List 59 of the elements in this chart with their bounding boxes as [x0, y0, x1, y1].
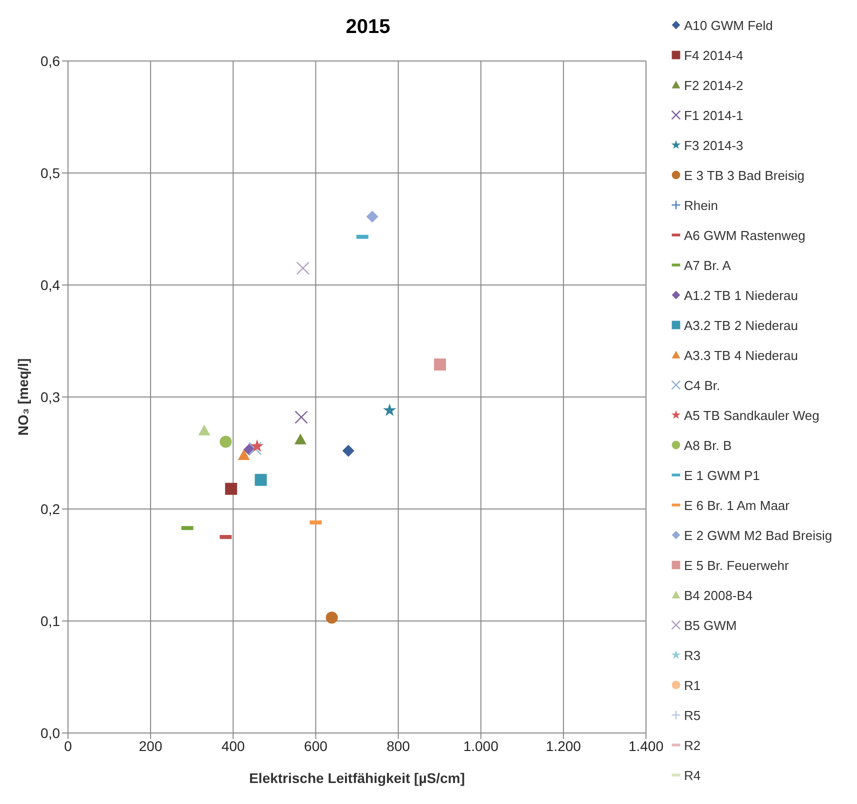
- point: [326, 612, 338, 624]
- legend-label: R1: [684, 678, 701, 692]
- legend-label: C4 Br.: [684, 378, 720, 392]
- x-tick-label: 1.000: [463, 738, 499, 754]
- point: [254, 474, 267, 486]
- point: [250, 439, 264, 452]
- legend-label: R3: [684, 648, 701, 662]
- point: [434, 358, 446, 371]
- legend-label: A8 Br. B: [684, 438, 732, 452]
- legend-label: R5: [684, 708, 701, 722]
- legend-label: A1.2 TB 1 Niederau: [684, 288, 798, 302]
- y-tick-label: 0,3: [40, 388, 60, 405]
- legend-label: E 6 Br. 1 Am Maar: [684, 498, 790, 512]
- legend-label: R2: [684, 738, 701, 752]
- x-tick-label: 800: [386, 738, 410, 754]
- legend-label: A3.2 TB 2 Niederau: [684, 318, 798, 332]
- legend-label: B5 GWM: [684, 618, 737, 632]
- legend-label: E 5 Br. Feuerwehr: [684, 558, 789, 572]
- legend-label: E 3 TB 3 Bad Breisig: [684, 168, 804, 182]
- point: [342, 444, 354, 457]
- legend-label: A3.3 TB 4 Niederau: [684, 348, 798, 362]
- point: [225, 482, 238, 495]
- legend-label: F1 2014-1: [684, 108, 744, 122]
- x-tick-label: 0: [64, 738, 72, 754]
- x-tick-label: 1.400: [628, 738, 664, 754]
- x-tick-label: 600: [304, 738, 328, 754]
- legend-label: A5 TB Sandkauler Weg: [684, 408, 820, 422]
- x-tick-label: 1.200: [546, 738, 582, 754]
- point: [238, 449, 250, 460]
- y-tick-label: 0,5: [40, 164, 60, 181]
- point: [294, 434, 306, 444]
- y-tick-label: 0,0: [40, 724, 60, 741]
- legend-label: A10 GWM Feld: [684, 18, 773, 32]
- legend-label: F3 2014-3: [684, 138, 744, 152]
- x-tick-label: 400: [221, 738, 246, 754]
- y-tick-label: 0,4: [40, 276, 60, 293]
- point: [248, 442, 262, 456]
- point: [296, 262, 310, 275]
- legend-label: F4 2014-4: [684, 48, 744, 62]
- y-tick-label: 0,1: [40, 612, 60, 629]
- point: [294, 410, 308, 424]
- y-tick-label: 0,6: [40, 52, 60, 69]
- legend-label: E 1 GWM P1: [684, 468, 760, 482]
- point: [366, 210, 378, 223]
- legend-label: R4: [684, 768, 701, 782]
- legend-label: E 2 GWM M2 Bad Breisig: [684, 528, 832, 542]
- y-axis-title: NO₃ [meq/l]: [14, 358, 31, 436]
- chart-title: 2015: [344, 16, 392, 39]
- point: [198, 424, 210, 436]
- point: [383, 404, 396, 416]
- legend-label: A7 Br. A: [684, 258, 731, 272]
- x-tick-label: 200: [138, 738, 162, 754]
- legend-label: B4 2008-B4: [684, 588, 753, 602]
- legend-label: A6 GWM Rastenweg: [684, 228, 806, 242]
- point: [220, 436, 232, 448]
- x-axis-title: Elektrische Leitfähigkeit [µS/cm]: [249, 770, 465, 786]
- y-tick-label: 0,2: [40, 500, 60, 517]
- legend-label: Rhein: [684, 198, 718, 212]
- legend-label: F2 2014-2: [684, 78, 744, 92]
